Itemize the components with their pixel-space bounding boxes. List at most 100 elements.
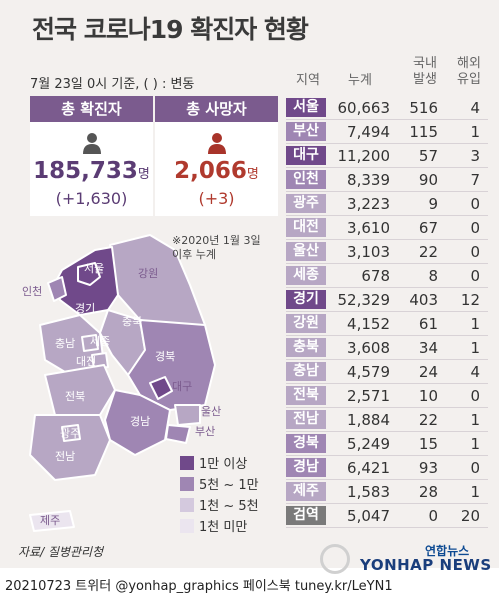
region-name: 서울 xyxy=(286,98,326,117)
region-foreign: 0 xyxy=(470,218,480,237)
region-total: 678 xyxy=(361,266,390,285)
legend-item: 1만 이상 xyxy=(180,452,259,473)
region-total: 7,494 xyxy=(347,122,390,141)
logo-main-text: YONHAP NEWS xyxy=(360,556,492,574)
region-name: 세종 xyxy=(286,266,326,285)
header-domestic: 국내 발생 xyxy=(403,56,447,88)
deaths-value: 2,066 xyxy=(174,158,247,184)
region-name: 부산 xyxy=(286,122,326,141)
header-domestic-line1: 국내 xyxy=(413,56,437,71)
legend-label: 1천 미만 xyxy=(199,520,248,535)
region-name: 대구 xyxy=(286,146,326,165)
region-name: 충북 xyxy=(286,338,326,357)
footer-credit: 20210723 트위터 @yonhap_graphics 페이스북 tuney… xyxy=(5,579,393,594)
confirmed-label: 총 확진자 xyxy=(30,96,153,122)
timestamp-note: 7월 23일 0시 기준, ( ) : 변동 xyxy=(30,77,195,92)
region-total: 3,223 xyxy=(347,194,390,213)
legend-swatch xyxy=(180,455,194,470)
region-domestic: 10 xyxy=(418,386,438,405)
region-sejong xyxy=(81,334,99,352)
map-label-gyeonggi: 경기 xyxy=(75,302,95,315)
map-note-line2: 이후 누계 xyxy=(172,248,216,261)
table-row: 제주 1,583 28 1 xyxy=(286,480,488,504)
region-domestic: 8 xyxy=(428,266,438,285)
region-busan xyxy=(165,424,191,444)
region-total: 52,329 xyxy=(337,290,391,309)
region-foreign: 1 xyxy=(470,410,480,429)
legend-item: 5천 ~ 1만 xyxy=(180,473,259,494)
region-total: 1,884 xyxy=(347,410,390,429)
region-name: 대전 xyxy=(286,218,326,237)
region-name: 경기 xyxy=(286,290,326,309)
table-row: 인천 8,339 90 7 xyxy=(286,168,488,192)
region-domestic: 15 xyxy=(418,434,438,453)
region-foreign: 0 xyxy=(470,242,480,261)
region-incheon xyxy=(47,276,67,302)
table-row: 충남 4,579 24 4 xyxy=(286,360,488,384)
region-foreign: 20 xyxy=(460,506,480,525)
region-domestic: 22 xyxy=(418,410,438,429)
region-name: 경북 xyxy=(286,434,326,453)
map-label-sejong: 세종 xyxy=(90,335,110,348)
region-name: 검역 xyxy=(286,506,326,525)
region-foreign: 3 xyxy=(470,146,480,165)
region-foreign: 1 xyxy=(470,122,480,141)
region-name: 광주 xyxy=(286,194,326,213)
table-row: 광주 3,223 9 0 xyxy=(286,192,488,216)
region-domestic: 0 xyxy=(428,506,438,525)
region-jeju xyxy=(29,510,75,532)
region-domestic: 28 xyxy=(418,482,438,501)
region-total: 8,339 xyxy=(347,170,390,189)
map-label-gwangju: 광주 xyxy=(60,427,80,440)
legend-swatch xyxy=(180,497,194,512)
region-total: 4,579 xyxy=(347,362,390,381)
legend-label: 5천 ~ 1만 xyxy=(199,478,259,493)
map-label-chungbuk: 충북 xyxy=(122,315,142,328)
source-credit: 자료/ 질병관리청 xyxy=(18,545,104,559)
map-label-gyeongbuk: 경북 xyxy=(155,350,175,363)
korea-map: 서울 경기 충북 충남 세종 대전 경북 전북 경남 광주 전남 강원 인천 대… xyxy=(22,234,221,532)
header-foreign: 해외 유입 xyxy=(449,56,489,88)
region-foreign: 0 xyxy=(470,266,480,285)
map-label-ulsan: 울산 xyxy=(201,405,221,418)
table-row: 경남 6,421 93 0 xyxy=(286,456,488,480)
region-name: 울산 xyxy=(286,242,326,261)
header-foreign-line2: 유입 xyxy=(457,72,481,87)
header-total: 누계 xyxy=(348,73,372,88)
region-foreign: 1 xyxy=(470,482,480,501)
header-foreign-line1: 해외 xyxy=(457,56,481,71)
region-total: 6,421 xyxy=(347,458,390,477)
deaths-delta: (+3) xyxy=(198,189,235,208)
map-note: ※2020년 1월 3일 이후 누계 xyxy=(172,234,261,262)
table-row: 경기 52,329 403 12 xyxy=(286,288,488,312)
logo-circle-icon xyxy=(320,544,350,574)
region-foreign: 1 xyxy=(470,434,480,453)
region-table: 서울 60,663 516 4 부산 7,494 1 15 1 대구 11,200 57 3 인천 8… xyxy=(286,96,488,528)
logo-top-text: 연합뉴스 xyxy=(425,544,470,558)
region-foreign: 1 xyxy=(470,338,480,357)
confirmed-unit: 명 xyxy=(137,167,150,182)
map-label-gyeongnam: 경남 xyxy=(130,415,150,428)
region-ulsan xyxy=(174,404,201,426)
region-name: 강원 xyxy=(286,314,326,333)
region-total: 3,608 xyxy=(347,338,390,357)
page-title: 전국 코로나19 확진자 현황 xyxy=(32,15,309,44)
region-gwangju xyxy=(61,424,81,442)
deaths-card: 총 사망자 2,066명 (+3) xyxy=(155,96,278,216)
map-label-seoul: 서울 xyxy=(84,262,104,275)
legend-label: 1천 ~ 5천 xyxy=(199,499,259,514)
map-label-busan: 부산 xyxy=(195,425,215,438)
region-name: 충남 xyxy=(286,362,326,381)
table-row: 전북 2,571 10 0 xyxy=(286,384,488,408)
region-total: 11,200 xyxy=(337,146,391,165)
region-jeonnam xyxy=(29,414,111,481)
region-domestic: 57 xyxy=(418,146,438,165)
table-row: 서울 60,663 516 4 xyxy=(286,96,488,120)
region-domestic: 22 xyxy=(418,242,438,261)
region-total: 1,583 xyxy=(347,482,390,501)
region-domestic: 67 xyxy=(418,218,438,237)
region-foreign: 0 xyxy=(470,458,480,477)
region-name: 제주 xyxy=(286,482,326,501)
person-icon xyxy=(82,133,101,154)
region-gyeongnam xyxy=(104,389,171,456)
